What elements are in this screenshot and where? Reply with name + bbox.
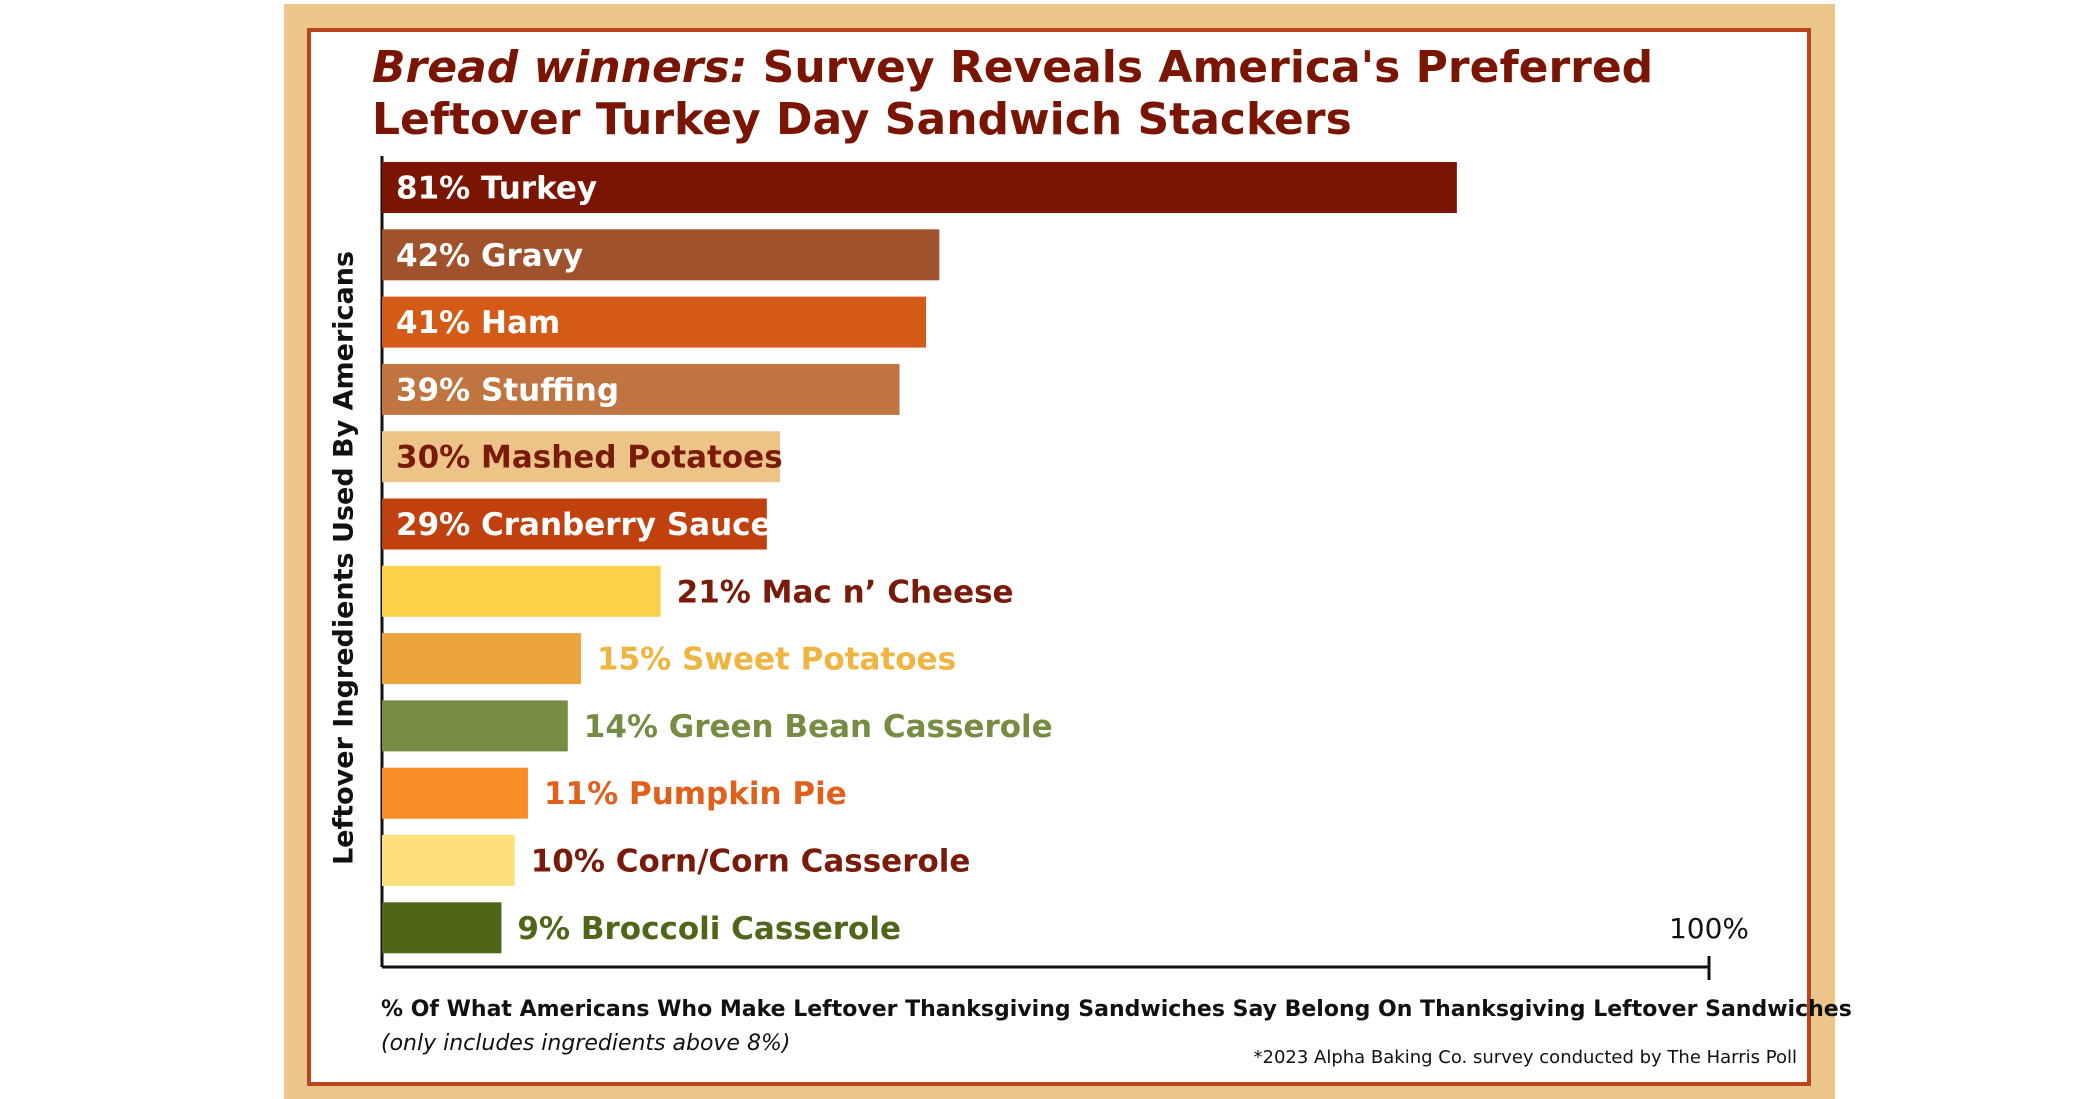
value-label: 11% — [544, 776, 618, 812]
value-label: 10% — [531, 843, 605, 879]
bar-label: 10% Corn/Corn Casserole — [531, 843, 971, 879]
chart-title: Leftover Turkey Day Sandwich Stackers — [372, 94, 1352, 145]
y-axis-label: Leftover Ingredients Used By Americans — [329, 251, 360, 865]
bar-label: 21% Mac n’ Cheese — [677, 574, 1014, 610]
bar — [382, 431, 781, 483]
source: *2023 Alpha Baking Co. survey conducted … — [1254, 1047, 1798, 1068]
bar — [382, 162, 1457, 213]
bar — [382, 498, 767, 550]
bar-label: 9% Broccoli Casserole — [517, 910, 901, 946]
bar-label: 42% Gravy — [396, 237, 583, 273]
bar — [382, 633, 582, 685]
category-label: Mac n’ Cheese — [762, 574, 1014, 610]
value-label: 14% — [584, 708, 658, 744]
value-label: 41% — [396, 305, 470, 341]
category-label: Turkey — [481, 170, 597, 206]
x-tick-label: 100% — [1669, 912, 1749, 945]
category-label: Mashed Potatoes — [481, 439, 783, 475]
bar — [382, 835, 515, 886]
value-label: 15% — [597, 641, 671, 677]
category-label: Ham — [481, 305, 560, 341]
bar — [382, 902, 502, 954]
bar — [382, 296, 927, 348]
bar-label: 15% Sweet Potatoes — [597, 641, 956, 677]
title-emphasis: Bread winners: — [372, 42, 747, 93]
category-label: Gravy — [481, 237, 583, 273]
bar-label: 81% Turkey — [396, 170, 597, 206]
bar — [382, 565, 661, 617]
category-label: Stuffing — [481, 372, 619, 408]
bar-label: 14% Green Bean Casserole — [584, 708, 1053, 744]
bar — [382, 229, 940, 281]
bar-label: 11% Pumpkin Pie — [544, 776, 847, 812]
value-label: 42% — [396, 237, 470, 273]
title-line: Survey Reveals America's Preferred — [763, 42, 1654, 93]
category-label: Cranberry Sauce — [481, 507, 772, 543]
value-label: 21% — [677, 574, 751, 610]
value-label: 29% — [396, 507, 470, 543]
bar — [382, 767, 528, 819]
category-label: Green Bean Casserole — [669, 708, 1053, 744]
x-axis-label: % Of What Americans Who Make Leftover Th… — [381, 997, 1852, 1022]
category-label: Broccoli Casserole — [581, 910, 901, 946]
bar-label: 39% Stuffing — [396, 372, 619, 408]
bar-label: 41% Ham — [396, 305, 560, 341]
value-label: 9% — [517, 910, 570, 946]
value-label: 39% — [396, 372, 470, 408]
chart-title: Bread winners: Survey Reveals America's … — [372, 42, 1653, 93]
category-label: Sweet Potatoes — [682, 641, 956, 677]
note: (only includes ingredients above 8%) — [381, 1031, 790, 1056]
category-label: Pumpkin Pie — [629, 776, 847, 812]
category-label: Corn/Corn Casserole — [616, 843, 971, 879]
bar-label: 30% Mashed Potatoes — [396, 439, 783, 475]
bar — [382, 700, 568, 752]
value-label: 30% — [396, 439, 470, 475]
bar-label: 29% Cranberry Sauce — [396, 507, 772, 543]
value-label: 81% — [396, 170, 470, 206]
bar — [382, 363, 900, 415]
